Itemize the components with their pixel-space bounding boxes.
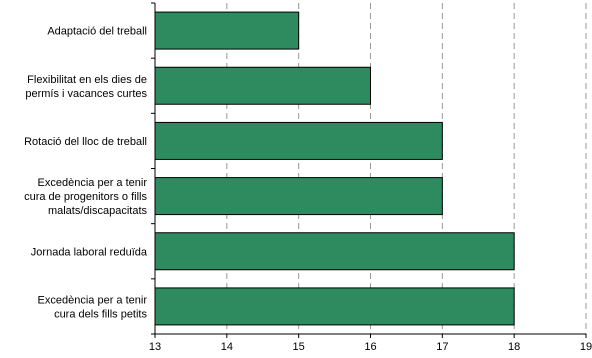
category-label: Excedència per a tenir cura dels fills pe… — [38, 294, 148, 320]
bars — [154, 11, 515, 326]
category-label: Excedència per a tenir cura de progenitor… — [24, 177, 147, 217]
x-tick-label: 15 — [293, 341, 305, 353]
bar — [154, 177, 443, 216]
category-label: Flexibilitat en els dies de permís i vaca… — [25, 74, 147, 100]
x-tick-label: 17 — [436, 341, 448, 353]
bar — [154, 121, 443, 160]
category-labels: Adaptació del treball Flexibilitat en els… — [24, 26, 148, 321]
category-label: Jornada laboral reduïda — [31, 246, 148, 258]
x-tick-label: 14 — [221, 341, 233, 353]
grid-lines — [155, 3, 587, 334]
category-label: Adaptació del treball — [47, 26, 147, 38]
bar — [154, 11, 300, 50]
x-tick-labels: 13 14 15 16 17 18 19 — [149, 341, 592, 353]
axes — [151, 2, 587, 338]
bar — [154, 232, 515, 271]
bar — [154, 66, 371, 105]
x-tick-label: 19 — [580, 341, 592, 353]
x-tick-label: 13 — [149, 341, 161, 353]
x-tick-label: 16 — [364, 341, 376, 353]
category-label: Rotació del lloc de treball — [24, 136, 147, 148]
x-tick-label: 18 — [508, 341, 520, 353]
bar — [154, 287, 515, 326]
